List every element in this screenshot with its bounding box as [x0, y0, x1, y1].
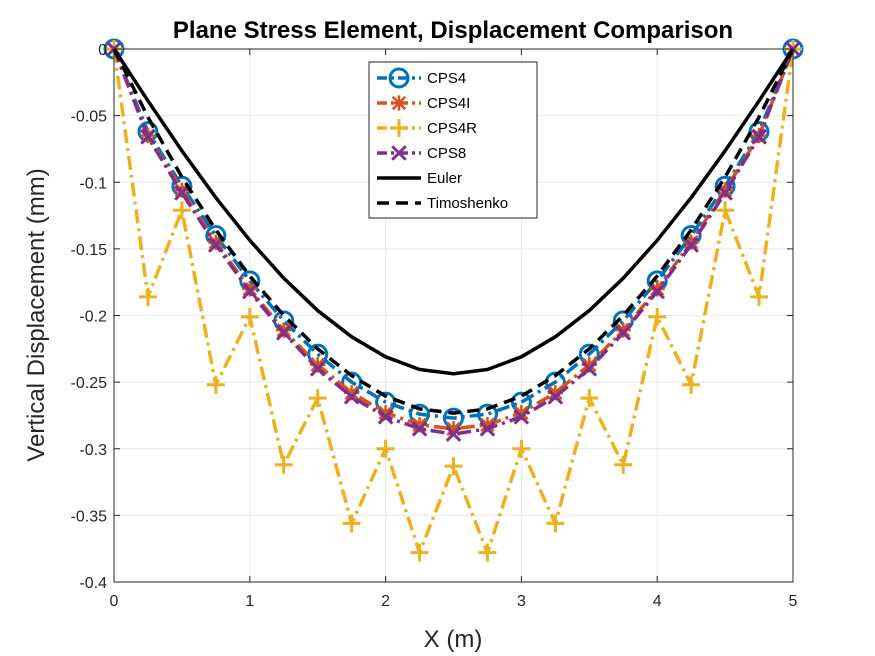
data-point-cps8	[343, 388, 360, 405]
data-point-cps4r	[444, 457, 463, 476]
legend-marker-cps4	[388, 67, 410, 89]
data-point-cps4i	[479, 417, 496, 433]
x-tick-label: 1	[245, 593, 254, 610]
data-point-cps4r	[546, 514, 565, 533]
data-point-cps8	[547, 388, 564, 405]
legend: CPS4 CPS4I CPS4R CPS8 Euler Timoshenko	[368, 61, 538, 219]
data-point-cps8	[241, 283, 258, 300]
x-tick-label: 5	[789, 593, 798, 610]
data-point-cps4i	[547, 385, 563, 401]
data-point-cps4r	[410, 543, 429, 562]
legend-marker-cps4i	[391, 95, 407, 111]
legend-label-cps4i: CPS4I	[427, 95, 470, 112]
data-point-cps4r	[308, 389, 327, 408]
x-tick-label: 0	[110, 593, 119, 610]
data-point-cps8	[479, 420, 496, 437]
data-point-cps8	[174, 185, 190, 201]
data-point-cps8	[377, 408, 394, 425]
data-point-cps4r	[648, 307, 667, 326]
data-point-cps8	[309, 360, 326, 377]
data-point-cps8	[411, 420, 428, 437]
legend-marker-cps8	[391, 145, 407, 161]
x-tick-label: 3	[517, 593, 526, 610]
data-point-cps4r	[206, 375, 225, 394]
legend-label-cps4r: CPS4R	[427, 120, 477, 137]
data-point-cps8	[649, 283, 666, 300]
x-tick-label: 2	[381, 593, 390, 610]
data-point-cps4r	[274, 455, 293, 474]
data-point-cps8	[751, 129, 767, 145]
data-point-cps8	[615, 325, 632, 341]
data-point-cps8	[581, 360, 598, 377]
data-point-cps8	[717, 185, 733, 201]
data-point-cps4r	[716, 201, 735, 220]
y-tick-label: -0.25	[71, 375, 108, 392]
data-point-cps4i	[310, 357, 326, 373]
data-point-cps4r	[478, 543, 497, 562]
data-point-cps8	[208, 237, 224, 253]
y-tick-label: -0.2	[79, 309, 107, 326]
chart-title: Plane Stress Element, Displacement Compa…	[173, 17, 733, 44]
y-axis-label: Vertical Displacement (mm)	[23, 168, 50, 461]
series-line-timoshenko	[112, 48, 795, 415]
data-point-cps4i	[683, 234, 699, 250]
series-line-cps8	[112, 48, 795, 436]
data-point-cps8	[513, 408, 530, 425]
data-point-cps8	[140, 129, 156, 145]
legend-label-cps4: CPS4	[427, 70, 466, 87]
data-point-cps4r	[750, 287, 769, 306]
data-point-cps4r	[682, 375, 701, 394]
series-timoshenko	[112, 48, 795, 415]
data-point-cps8	[445, 426, 462, 442]
data-point-cps4r	[342, 514, 361, 533]
x-tick-label: 4	[653, 593, 662, 610]
series-line-cps4r	[112, 48, 795, 555]
series-line-cps4	[112, 48, 795, 420]
data-point-cps8	[275, 325, 292, 341]
data-point-cps4i	[377, 405, 394, 421]
data-point-cps4r	[138, 287, 157, 306]
data-point-cps4r	[512, 439, 531, 458]
y-tick-label: -0.05	[71, 109, 108, 126]
data-point-cps4r	[376, 439, 395, 458]
y-tick-label: -0.35	[71, 508, 108, 525]
ticks	[113, 48, 794, 583]
data-point-cps4i	[344, 385, 360, 401]
data-point-cps4i	[411, 417, 428, 433]
legend-label-cps8: CPS8	[427, 145, 466, 162]
data-point-cps4r	[580, 389, 599, 408]
y-tick-label: -0.1	[79, 175, 107, 192]
data-point-cps4i	[581, 357, 597, 373]
tick-labels: 0 1 2 3 4 5 0 -0.05 -0.1 -0.15 -0.2 -0.25 -0.3 -0.35 -…	[71, 42, 798, 610]
legend-marker-cps4r	[390, 119, 408, 137]
series-euler	[112, 48, 795, 376]
data-point-cps4i	[174, 182, 190, 198]
data-point-cps4r	[172, 201, 191, 220]
data-point-cps4r	[240, 307, 259, 326]
data-point-cps4i	[445, 421, 462, 437]
x-axis-label: X (m)	[424, 626, 483, 653]
series-line-euler	[112, 48, 795, 376]
y-tick-label: 0	[98, 42, 107, 59]
legend-label-euler: Euler	[427, 170, 462, 187]
y-tick-label: -0.4	[79, 575, 107, 592]
data-point-cps8	[683, 237, 699, 253]
legend-box	[368, 61, 538, 219]
data-point-cps4r	[614, 455, 633, 474]
y-tick-label: -0.3	[79, 442, 107, 459]
legend-label-timoshenko: Timoshenko	[427, 195, 508, 212]
data-point-cps4i	[717, 182, 733, 198]
data-point-cps4i	[513, 405, 530, 421]
y-tick-label: -0.15	[71, 242, 108, 259]
